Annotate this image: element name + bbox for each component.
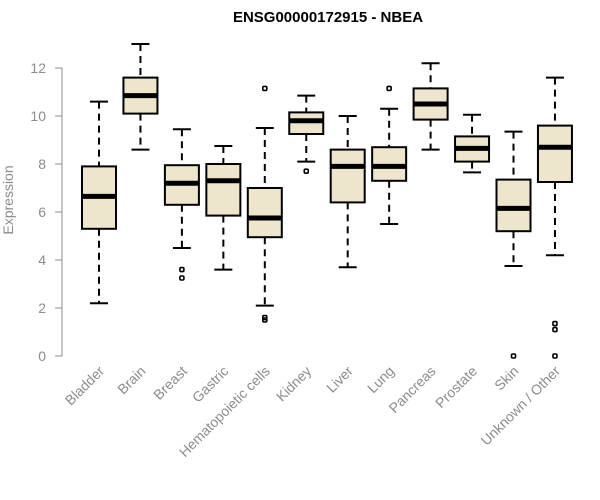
x-tick-label: Prostate <box>432 363 480 411</box>
outlier-point <box>552 353 558 359</box>
iqr-box <box>246 187 283 239</box>
outlier-point <box>261 317 268 323</box>
box-group <box>454 113 491 174</box>
box-group <box>412 62 449 151</box>
box-group <box>122 43 159 151</box>
y-tick-label: 0 <box>38 348 46 364</box>
box-group <box>495 130 532 359</box>
iqr-box <box>536 124 573 183</box>
box-group <box>246 85 283 323</box>
boxes-group <box>81 43 573 359</box>
x-tick-label: Bladder <box>62 363 108 409</box>
iqr-box <box>205 163 242 217</box>
box-group <box>329 115 366 269</box>
y-axis-label: Expression <box>0 165 16 234</box>
x-tick-label: Liver <box>323 363 356 396</box>
box-group <box>371 85 408 225</box>
box-group <box>288 94 325 174</box>
x-tick-label: Unknown / Other <box>477 363 563 449</box>
outlier-point <box>179 275 185 281</box>
x-tick-label: Brain <box>114 363 148 397</box>
y-tick-label: 8 <box>38 156 46 172</box>
outlier-point <box>552 320 558 327</box>
x-tick-label: Kidney <box>273 363 315 405</box>
y-tick-label: 6 <box>38 204 46 220</box>
outlier-point <box>261 85 268 92</box>
y-tick-label: 10 <box>30 108 46 124</box>
box-group <box>536 76 573 359</box>
chart-title: ENSG00000172915 - NBEA <box>233 9 423 26</box>
outlier-point <box>510 353 517 359</box>
x-tick-label: Breast <box>150 363 190 403</box>
y-tick-label: 4 <box>38 252 46 268</box>
box-group <box>163 128 200 281</box>
box-group <box>205 145 242 271</box>
y-tick-label: 12 <box>30 60 46 76</box>
x-tick-label: Skin <box>491 363 522 394</box>
outlier-point <box>179 266 185 273</box>
iqr-box <box>495 178 532 233</box>
iqr-box <box>329 148 366 204</box>
box-group <box>81 100 117 305</box>
y-axis: 0 2 4 6 8 10 12 <box>30 60 63 364</box>
outlier-point <box>303 168 310 174</box>
x-tick-label: Lung <box>364 363 397 396</box>
outlier-point <box>552 326 558 333</box>
y-tick-label: 2 <box>38 300 46 316</box>
outlier-point <box>386 85 392 92</box>
